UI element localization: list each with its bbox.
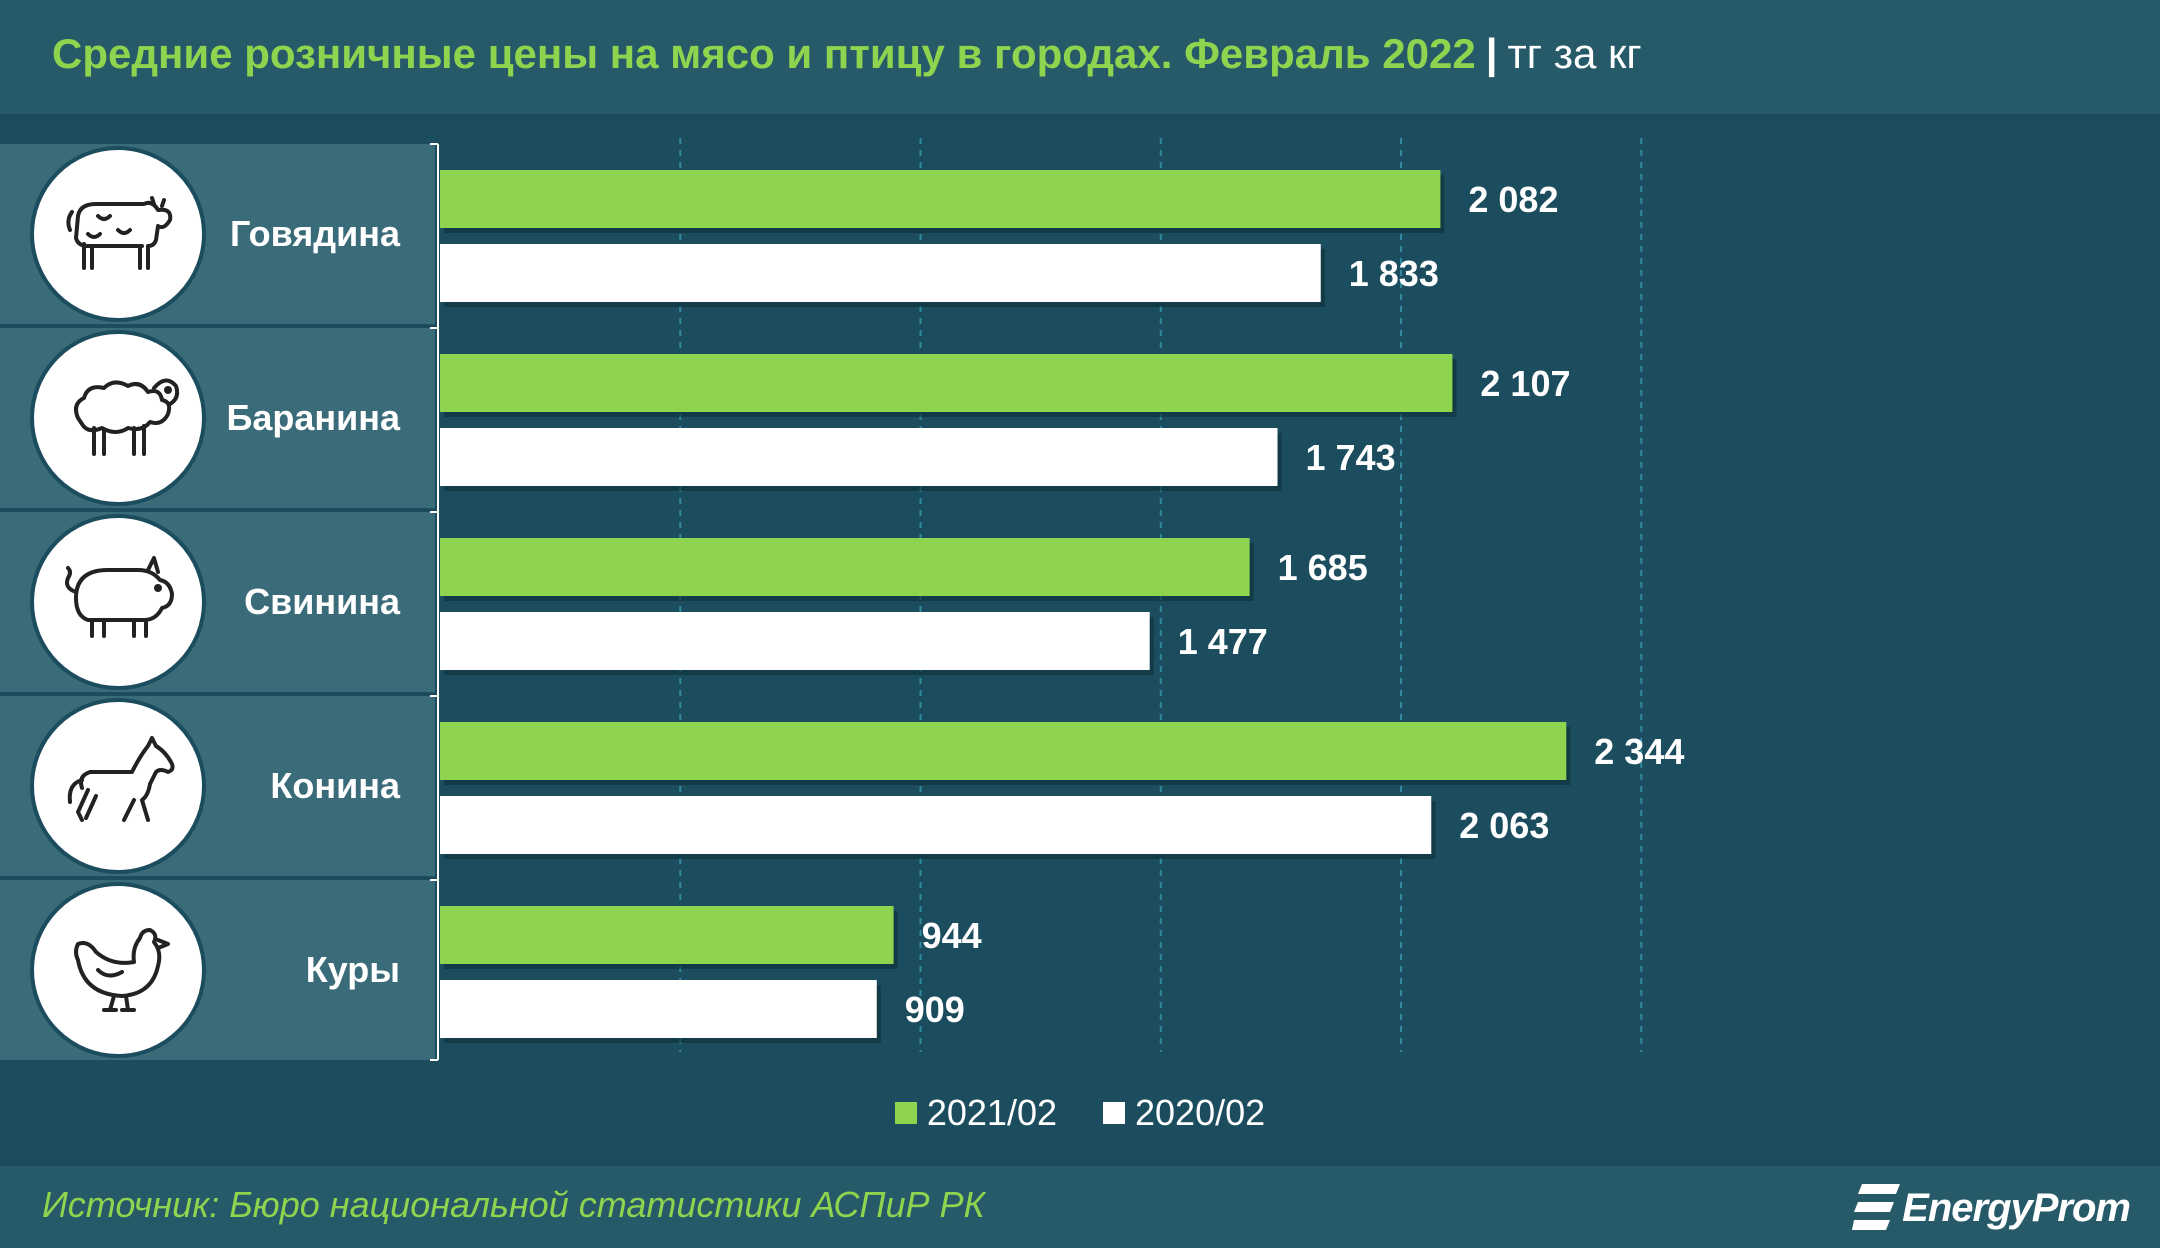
legend-label-2021: 2021/02	[926, 1092, 1057, 1133]
title-unit: тг за кг	[1507, 30, 1642, 77]
source-note: Источник: Бюро национальной статистики А…	[42, 1184, 985, 1225]
bar	[440, 428, 1278, 486]
data-label: 909	[905, 989, 965, 1030]
data-label: 1 833	[1349, 253, 1439, 294]
bar	[440, 906, 894, 964]
icon-circle	[30, 514, 206, 690]
bar	[440, 244, 1321, 302]
title-separator: |	[1485, 30, 1498, 77]
legend-swatch-2020	[1103, 1102, 1125, 1124]
bar	[440, 170, 1441, 228]
legend: 2021/02 2020/02	[0, 1088, 2160, 1138]
bar	[440, 612, 1150, 670]
icon-circle	[30, 882, 206, 1058]
category-label: Говядина	[230, 213, 401, 254]
icon-drawing	[65, 556, 174, 638]
bar	[440, 538, 1250, 596]
footer-bar	[0, 1166, 2160, 1248]
data-label: 1 685	[1278, 547, 1368, 588]
icon-drawing	[74, 928, 170, 1012]
legend-item-2020: 2020/02	[1103, 1092, 1265, 1134]
bar	[440, 796, 1432, 854]
horse-icon	[30, 698, 206, 874]
data-label: 1 477	[1178, 621, 1268, 662]
legend-item-2021: 2021/02	[894, 1092, 1057, 1134]
legend-label-2020: 2020/02	[1135, 1092, 1266, 1133]
bar-chart: Говядина Баранина Свинина Конина Куры 2 082 2 …	[0, 138, 1685, 1061]
icon-drawing	[67, 736, 175, 822]
brand-logo: EnergyProm	[1852, 1178, 2131, 1238]
data-label: 2 082	[1468, 179, 1558, 220]
data-label: 944	[922, 915, 982, 956]
title-text: Средние розничные цены на мясо и птицу в…	[52, 30, 1476, 77]
brand-name: EnergyProm	[1902, 1185, 2131, 1230]
sheep-icon	[30, 330, 206, 506]
brand-mark-icon	[1852, 1184, 1901, 1230]
icon-circle	[30, 330, 206, 506]
bar	[440, 354, 1453, 412]
pig-icon	[30, 514, 206, 690]
chicken-icon	[30, 882, 206, 1058]
category-label: Куры	[306, 949, 400, 990]
data-label: 2 107	[1480, 363, 1570, 404]
icon-drawing	[74, 378, 180, 456]
bar	[440, 980, 877, 1038]
data-label: 2 063	[1459, 805, 1549, 846]
category-label: Баранина	[226, 397, 401, 438]
icon-drawing	[66, 196, 173, 270]
category-label: Конина	[270, 765, 401, 806]
icon-circle	[30, 698, 206, 874]
icon-circle	[30, 146, 206, 322]
bar	[440, 722, 1567, 780]
data-label: 1 743	[1306, 437, 1396, 478]
title-bar	[0, 0, 2160, 114]
data-label: 2 344	[1594, 731, 1684, 772]
legend-swatch-2021	[894, 1102, 917, 1124]
cow-icon	[30, 146, 206, 322]
chart-title: Средние розничные цены на мясо и птицу в…	[52, 30, 1642, 78]
category-label: Свинина	[244, 581, 401, 622]
